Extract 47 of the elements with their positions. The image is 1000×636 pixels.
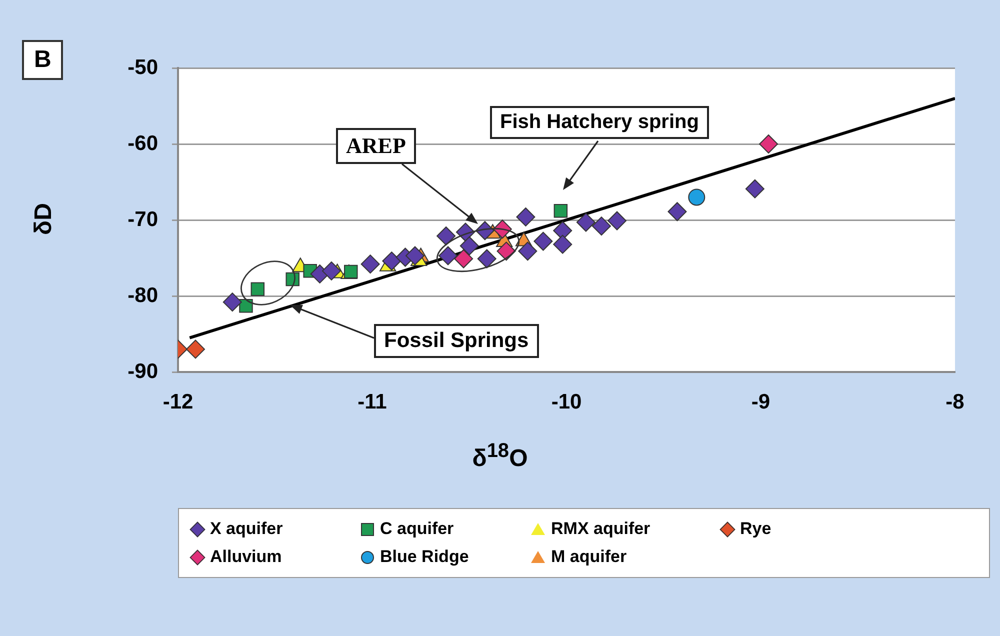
legend-label: X aquifer bbox=[210, 519, 283, 539]
point bbox=[576, 212, 596, 232]
point bbox=[534, 232, 553, 251]
point bbox=[250, 282, 265, 296]
point bbox=[745, 179, 764, 198]
point bbox=[454, 249, 474, 268]
point bbox=[360, 254, 380, 274]
point bbox=[222, 292, 242, 312]
y-tick-label: -90 bbox=[128, 360, 158, 383]
x-tick-label: -11 bbox=[358, 390, 388, 414]
y-tick-label: -60 bbox=[128, 132, 158, 155]
x-tick-label: -12 bbox=[162, 390, 194, 414]
y-tick-label: -70 bbox=[128, 208, 158, 231]
annotation: Fish Hatchery spring bbox=[490, 106, 709, 139]
legend-label: Alluvium bbox=[210, 547, 282, 567]
annotation: Fossil Springs bbox=[374, 324, 539, 358]
point bbox=[405, 246, 424, 266]
text: B bbox=[22, 40, 64, 80]
point bbox=[382, 252, 402, 271]
point bbox=[460, 236, 479, 256]
legend-label: Blue Ridge bbox=[380, 547, 469, 567]
point bbox=[759, 134, 778, 154]
legend-label: Rye bbox=[740, 519, 772, 539]
annotation: AREP bbox=[336, 128, 416, 164]
y-tick-label: -50 bbox=[128, 56, 158, 79]
point bbox=[344, 264, 358, 279]
legend-label: RMX aquifer bbox=[551, 519, 650, 539]
point bbox=[668, 202, 687, 222]
point bbox=[438, 246, 458, 266]
point bbox=[436, 226, 456, 246]
legend-label: C aquifer bbox=[380, 519, 454, 539]
point bbox=[518, 242, 538, 261]
point bbox=[322, 261, 341, 280]
x-tick-label: -10 bbox=[551, 390, 582, 414]
y-axis-title: δD bbox=[30, 203, 58, 235]
point bbox=[554, 204, 568, 218]
x-tick-label: -9 bbox=[751, 390, 770, 414]
point bbox=[688, 188, 706, 206]
point bbox=[516, 207, 536, 226]
point bbox=[608, 211, 627, 230]
point bbox=[477, 249, 496, 268]
x-tick-label: -8 bbox=[946, 390, 965, 414]
point bbox=[592, 216, 611, 236]
point bbox=[553, 234, 572, 254]
x-axis-title: δ$^{18}$O bbox=[471, 440, 529, 473]
legend-label: M aquifer bbox=[551, 547, 627, 567]
y-tick-label: -80 bbox=[128, 284, 158, 307]
